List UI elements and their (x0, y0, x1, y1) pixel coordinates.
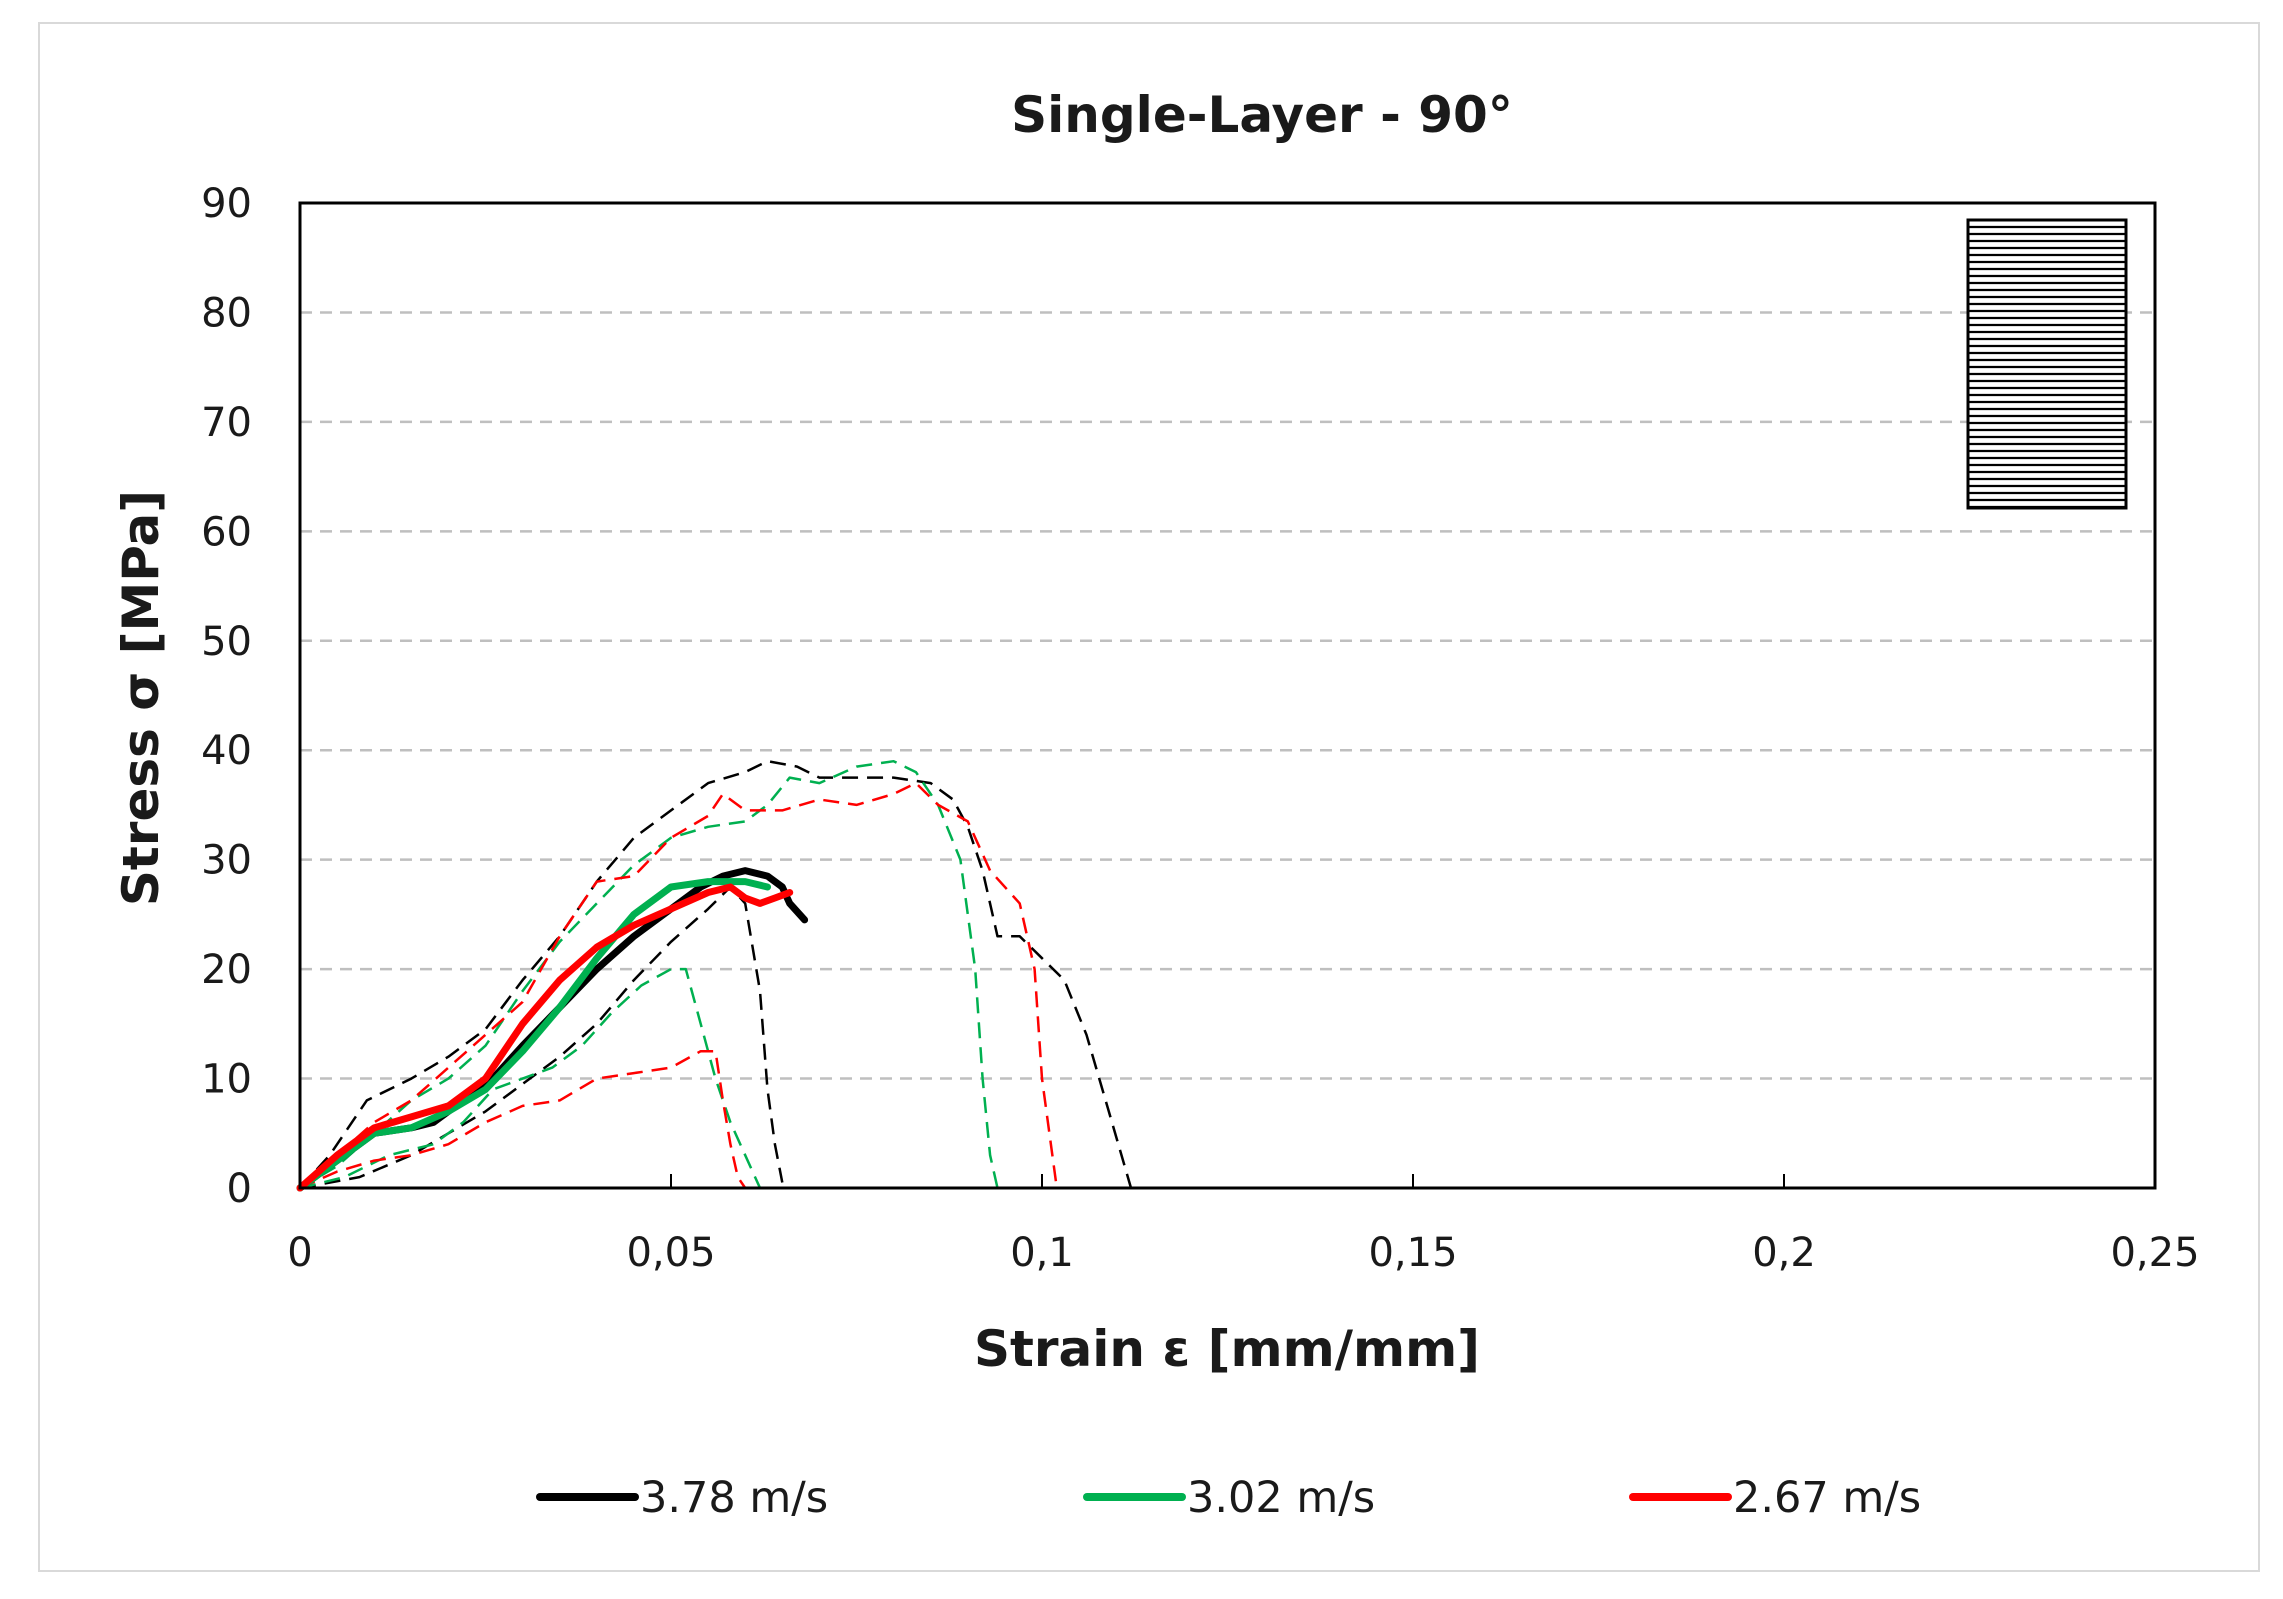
legend: 3.78 m/s 3.02 m/s 2.67 m/s (536, 1473, 1921, 1523)
x-tick-label: 0,25 (2110, 1230, 2199, 1276)
y-tick-label: 50 (201, 619, 252, 665)
y-tick-label: 10 (201, 1057, 252, 1103)
y-tick-label: 70 (201, 400, 252, 446)
plot-area-border (298, 201, 2157, 1190)
series-line-2-67-m-s-specimen-2 (299, 1049, 747, 1190)
y-tick-label: 90 (201, 181, 252, 227)
chart-frame (38, 22, 2260, 1572)
y-tick-label: 60 (201, 509, 252, 555)
data-series (296, 759, 1133, 1192)
x-tick-label: 0 (287, 1230, 312, 1276)
series-line-3-02-m-s-specimen-1 (299, 759, 999, 1190)
y-axis-label: Stress σ [MPa] (112, 490, 170, 906)
legend-label: 3.02 m/s (1187, 1473, 1375, 1523)
y-tick-label: 40 (201, 728, 252, 774)
series-line-3-78-m-s-specimen-2 (299, 885, 784, 1190)
y-tick-labels: 0 10 20 30 40 50 60 70 80 90 (201, 181, 252, 1212)
legend-label: 2.67 m/s (1733, 1473, 1921, 1523)
specimen-orientation-inset (1966, 218, 2128, 510)
x-axis-label: Strain ε [mm/mm] (974, 1320, 1480, 1378)
x-tick-label: 0,15 (1368, 1230, 1457, 1276)
series-line-3-02-m-s-specimen-2 (299, 967, 762, 1190)
x-tick-labels: 0 0,05 0,1 0,15 0,2 0,25 (287, 1174, 2200, 1276)
grid-lines (300, 311, 2155, 1080)
series-line-3-02-m-s (296, 878, 771, 1192)
series-line-2-67-m-s (296, 883, 794, 1192)
x-tick-label: 0,2 (1752, 1230, 1816, 1276)
y-tick-label: 20 (201, 947, 252, 993)
chart-title: Single-Layer - 90° (1011, 86, 1513, 144)
series-line-2-67-m-s-specimen-1 (299, 781, 1059, 1189)
legend-label: 3.78 m/s (640, 1473, 828, 1523)
y-tick-label: 0 (227, 1166, 252, 1212)
y-tick-label: 80 (201, 290, 252, 336)
x-tick-label: 0,1 (1010, 1230, 1074, 1276)
y-tick-label: 30 (201, 838, 252, 884)
x-tick-label: 0,05 (626, 1230, 715, 1276)
series-line-3-78-m-s-specimen-1 (299, 759, 1133, 1189)
